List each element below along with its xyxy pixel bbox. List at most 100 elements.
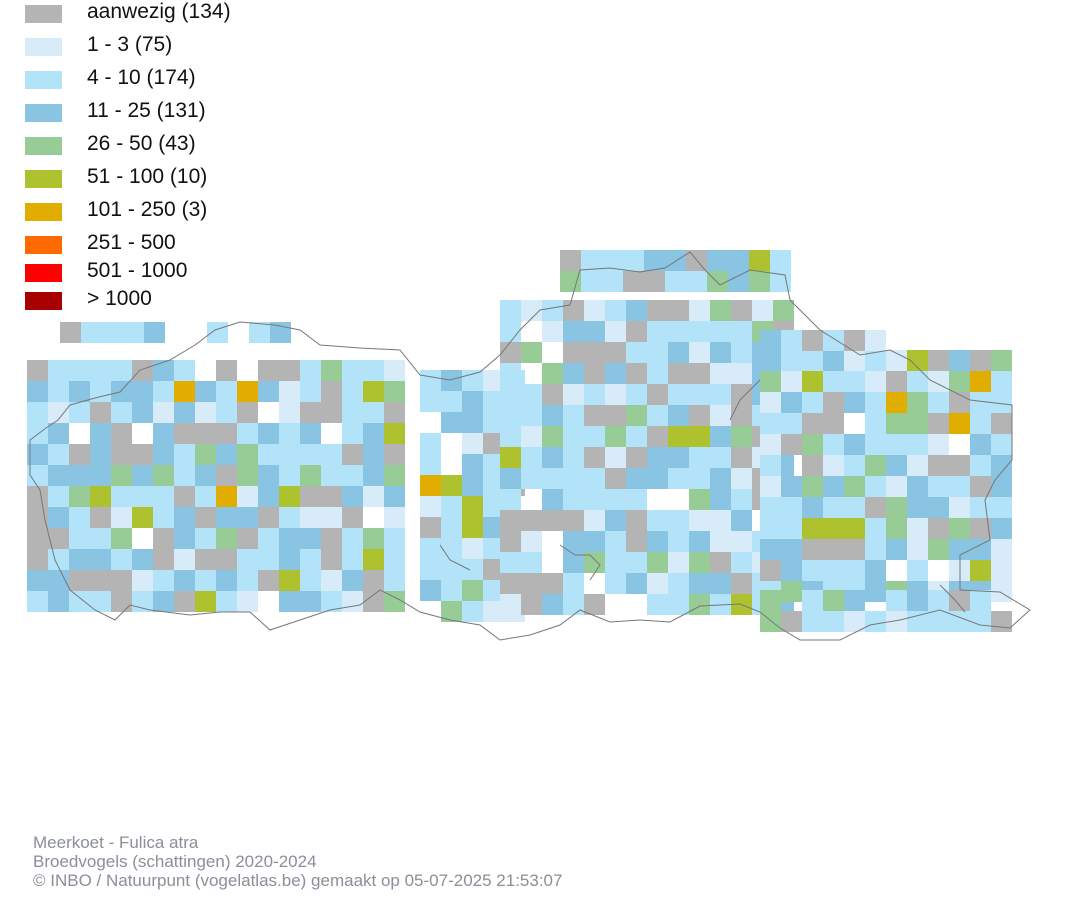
grid-cell bbox=[731, 447, 752, 468]
grid-cell bbox=[584, 321, 605, 342]
grid-cell bbox=[441, 412, 462, 433]
grid-cell bbox=[710, 342, 731, 363]
grid-cell bbox=[300, 402, 321, 423]
legend-item-over-1000: > 1000 bbox=[25, 287, 425, 310]
grid-cell bbox=[865, 560, 886, 581]
grid-cell bbox=[521, 552, 542, 573]
grid-cell bbox=[581, 271, 602, 292]
grid-cell bbox=[384, 570, 405, 591]
grid-cell bbox=[48, 360, 69, 381]
grid-cell bbox=[760, 518, 781, 539]
grid-cell bbox=[195, 423, 216, 444]
grid-cell bbox=[462, 580, 483, 601]
grid-cell bbox=[710, 447, 731, 468]
legend-swatch bbox=[25, 264, 62, 282]
legend-item-11-25: 11 - 25 (131) bbox=[25, 99, 425, 122]
legend-item-4-10: 4 - 10 (174) bbox=[25, 66, 425, 89]
grid-cell bbox=[668, 342, 689, 363]
grid-cell bbox=[342, 507, 363, 528]
grid-cell bbox=[321, 465, 342, 486]
grid-cell bbox=[668, 510, 689, 531]
grid-cell bbox=[462, 559, 483, 580]
grid-cell bbox=[27, 360, 48, 381]
grid-cell bbox=[363, 486, 384, 507]
grid-cell bbox=[626, 405, 647, 426]
grid-cell bbox=[970, 413, 991, 434]
grid-cell bbox=[48, 528, 69, 549]
grid-cell bbox=[207, 322, 228, 343]
grid-cell bbox=[216, 591, 237, 612]
grid-cell bbox=[949, 476, 970, 497]
grid-cell bbox=[258, 486, 279, 507]
grid-cell bbox=[644, 271, 665, 292]
grid-cell bbox=[441, 496, 462, 517]
grid-cell bbox=[69, 507, 90, 528]
grid-cell bbox=[647, 321, 668, 342]
grid-cell bbox=[802, 413, 823, 434]
grid-cell bbox=[865, 476, 886, 497]
grid-cell bbox=[991, 560, 1012, 581]
grid-cell bbox=[886, 539, 907, 560]
map-footer: Meerkoet - Fulica atra Broedvogels (scha… bbox=[33, 833, 562, 890]
grid-cell bbox=[174, 444, 195, 465]
grid-cell bbox=[886, 455, 907, 476]
grid-cell bbox=[279, 402, 300, 423]
grid-cell bbox=[886, 518, 907, 539]
grid-cell bbox=[823, 392, 844, 413]
legend-swatch bbox=[25, 203, 62, 221]
grid-cell bbox=[279, 381, 300, 402]
grid-cell bbox=[111, 570, 132, 591]
legend-swatch bbox=[25, 292, 62, 310]
grid-cell bbox=[749, 250, 770, 271]
grid-cell bbox=[731, 468, 752, 489]
grid-cell bbox=[483, 538, 504, 559]
grid-cell bbox=[542, 426, 563, 447]
grid-cell bbox=[928, 371, 949, 392]
grid-cell bbox=[949, 350, 970, 371]
legend-item-aanwezig: aanwezig (134) bbox=[25, 0, 425, 23]
grid-cell bbox=[216, 528, 237, 549]
grid-cell bbox=[153, 507, 174, 528]
grid-cell bbox=[132, 486, 153, 507]
grid-cell bbox=[949, 590, 970, 611]
grid-cell bbox=[844, 330, 865, 351]
grid-cell bbox=[731, 510, 752, 531]
grid-cell bbox=[802, 350, 823, 371]
grid-cell bbox=[542, 405, 563, 426]
legend-label: 26 - 50 (43) bbox=[87, 132, 196, 155]
grid-cell bbox=[132, 360, 153, 381]
legend-item-51-100: 51 - 100 (10) bbox=[25, 165, 425, 188]
grid-cell bbox=[970, 392, 991, 413]
grid-cell bbox=[69, 549, 90, 570]
grid-cell bbox=[647, 300, 668, 321]
grid-cell bbox=[823, 371, 844, 392]
grid-cell bbox=[132, 549, 153, 570]
region-border bbox=[29, 251, 1031, 641]
grid-cell bbox=[626, 426, 647, 447]
grid-cell bbox=[363, 528, 384, 549]
grid-cell bbox=[500, 531, 521, 552]
grid-cell bbox=[584, 552, 605, 573]
grid-cell bbox=[626, 342, 647, 363]
grid-cell bbox=[991, 413, 1012, 434]
grid-cell bbox=[886, 392, 907, 413]
grid-cell bbox=[710, 300, 731, 321]
grid-cell bbox=[441, 391, 462, 412]
grid-cell bbox=[258, 570, 279, 591]
grid-cell bbox=[279, 570, 300, 591]
grid-cell bbox=[279, 528, 300, 549]
grid-cell bbox=[420, 496, 441, 517]
grid-cell bbox=[844, 518, 865, 539]
grid-cell bbox=[626, 363, 647, 384]
grid-cell bbox=[483, 454, 504, 475]
grid-cell bbox=[823, 590, 844, 611]
grid-cell bbox=[563, 300, 584, 321]
grid-cell bbox=[216, 423, 237, 444]
grid-cell bbox=[321, 528, 342, 549]
grid-cell bbox=[27, 486, 48, 507]
grid-cell bbox=[647, 468, 668, 489]
species-title: Meerkoet - Fulica atra bbox=[33, 833, 199, 852]
grid-cell bbox=[623, 250, 644, 271]
grid-cell bbox=[563, 426, 584, 447]
grid-cell bbox=[195, 444, 216, 465]
